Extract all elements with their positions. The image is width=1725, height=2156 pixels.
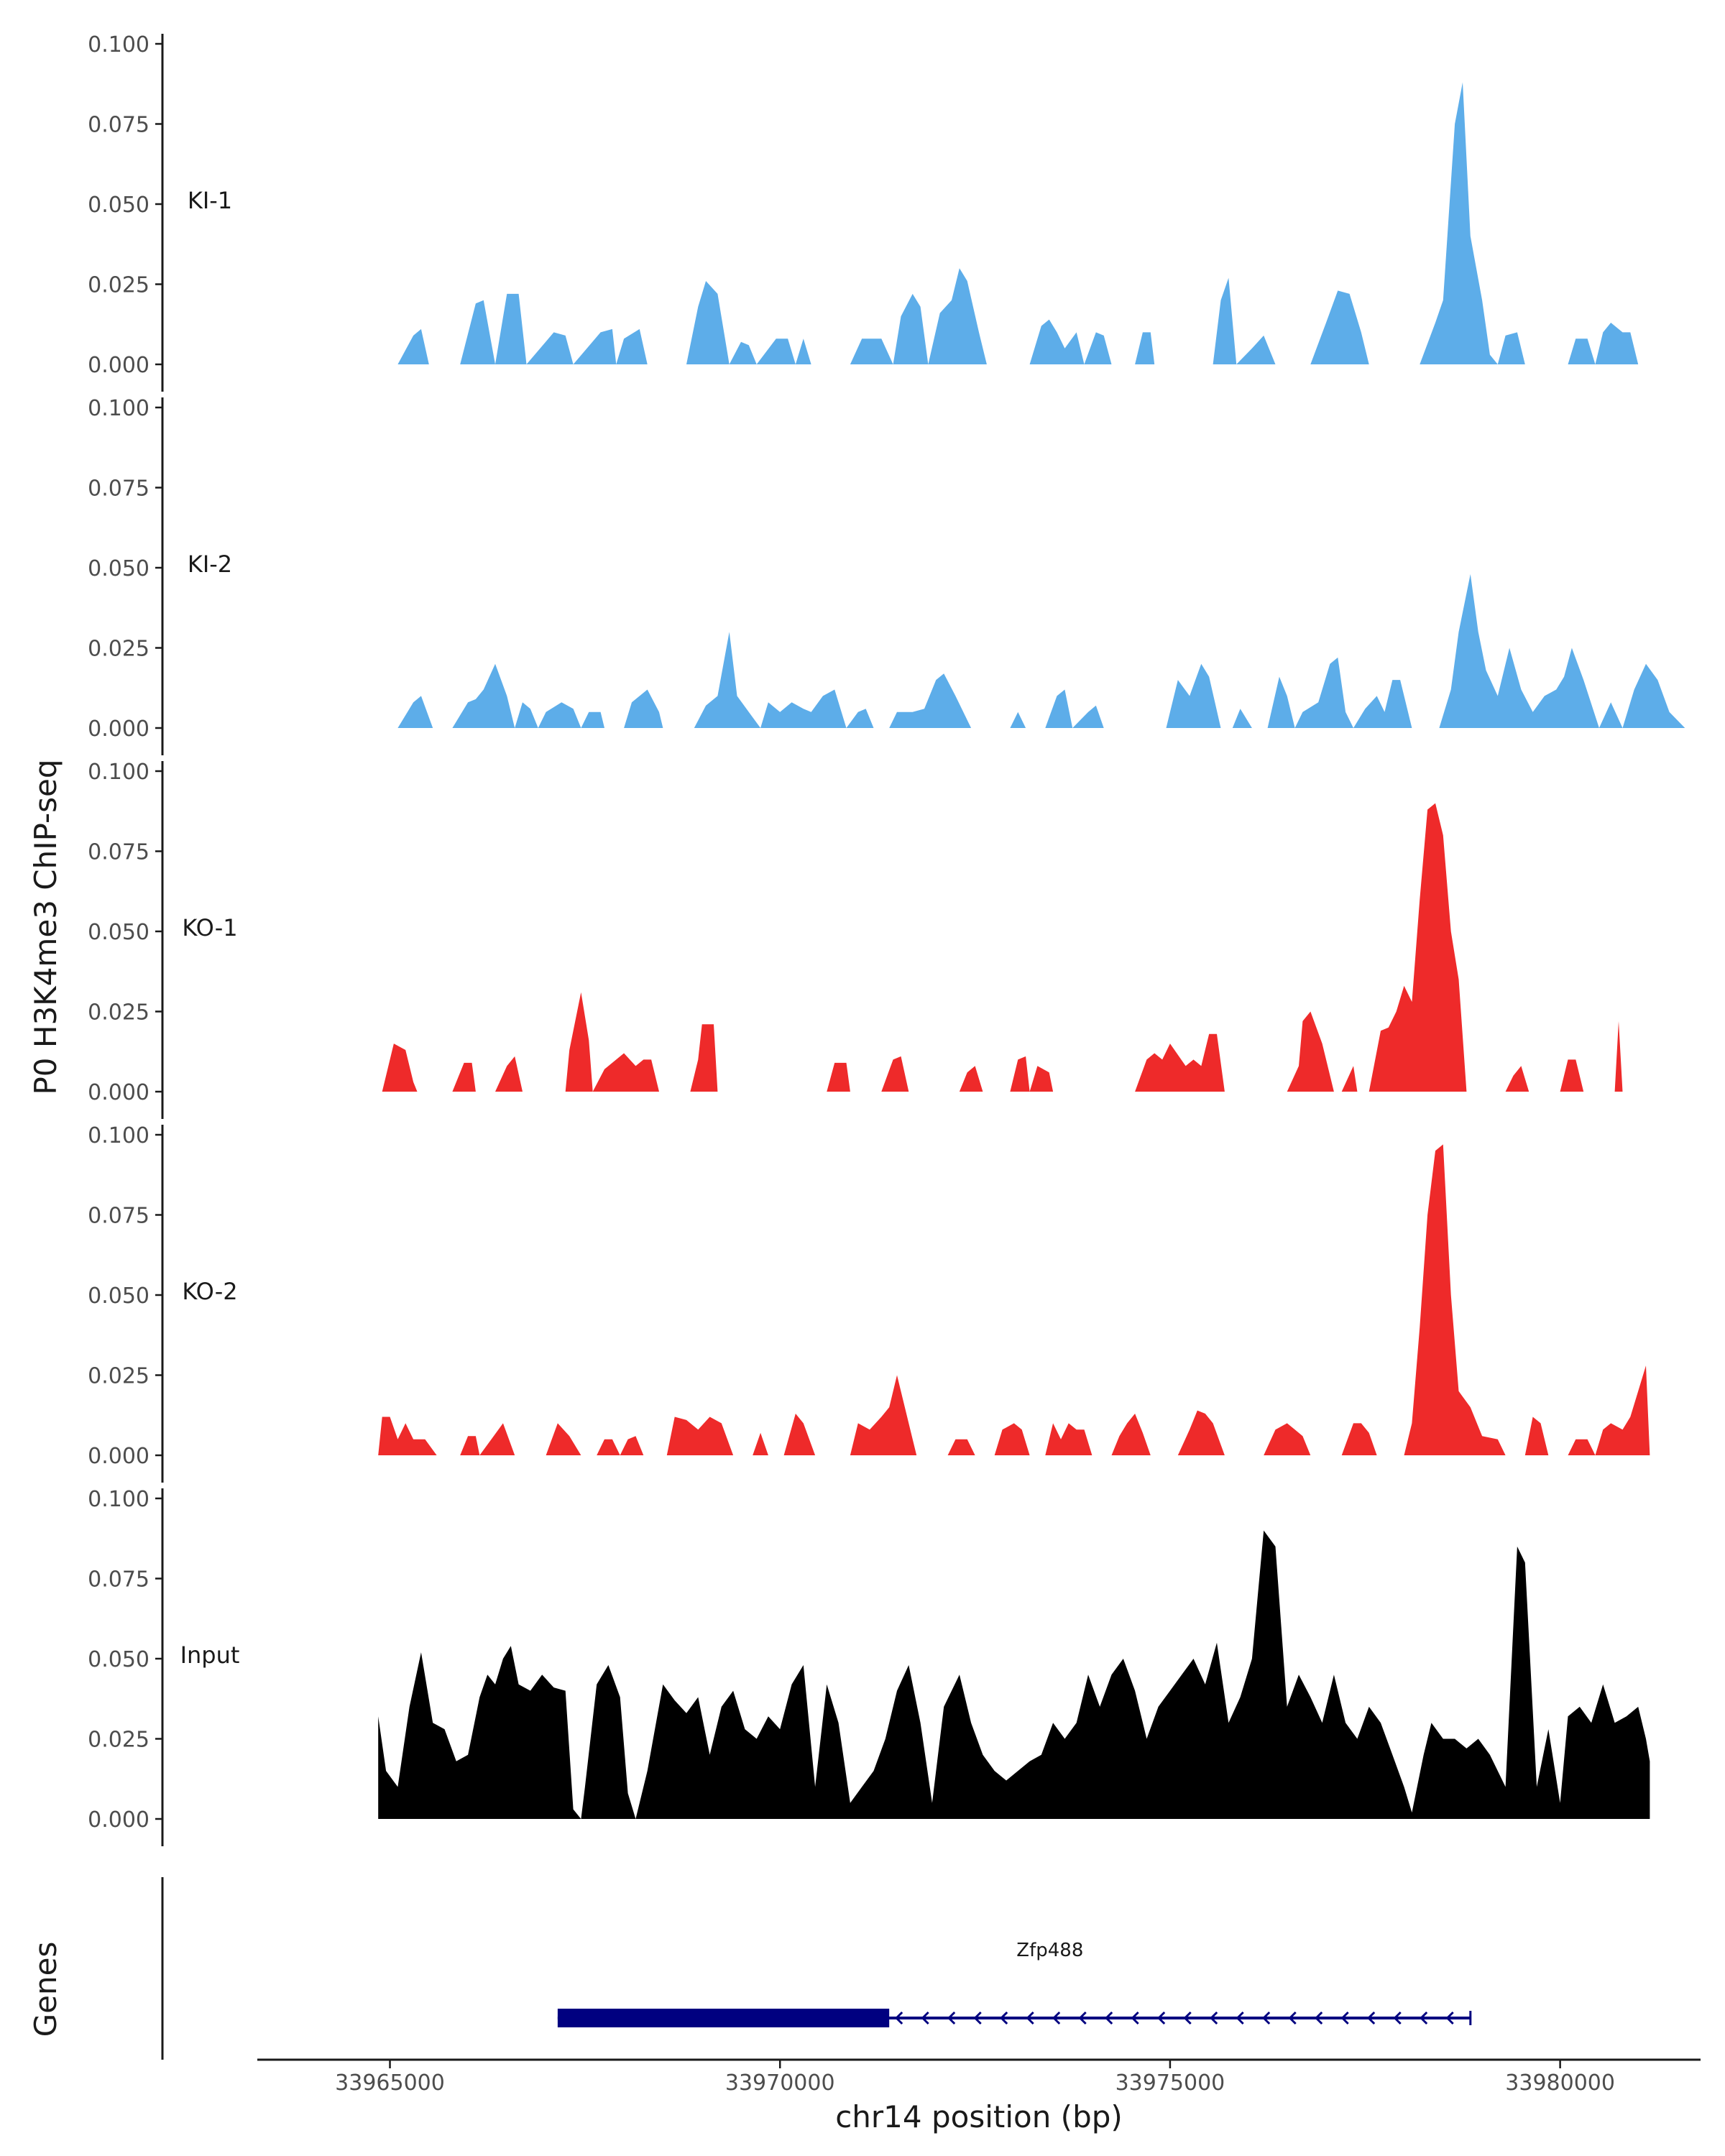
track-ko-1: 0.000 0.025 0.050 0.075 0.100 KO-1: [88, 760, 1623, 1119]
track-label: KO-2: [182, 1278, 237, 1305]
strand-arrow: [1000, 2011, 1008, 2025]
x-axis: chr14 position (bp) 33965000 33970000 3397…: [257, 2058, 1701, 2134]
strand-arrow: [973, 2011, 982, 2025]
y-tick-label: 0.025: [88, 1728, 150, 1753]
y-tick-label: 0.075: [88, 1567, 150, 1593]
signal-panels: 0.0000.0250.0500.0750.100KI-10.0000.0250…: [88, 32, 1685, 1846]
y-tick-label: 0.000: [88, 1807, 150, 1833]
x-tick-label: 33970000: [725, 2070, 835, 2096]
strand-arrow: [1131, 2011, 1139, 2025]
y-tick-label: 0.000: [88, 353, 150, 378]
y-tick-label: 0.025: [88, 273, 150, 298]
y-tick-label: 0.075: [88, 476, 150, 502]
strand-arrow: [921, 2011, 929, 2025]
strand-arrow: [1210, 2011, 1218, 2025]
signal-area-input: [378, 1530, 1650, 1819]
y-tick-label: 0.100: [88, 32, 150, 57]
track-label: KI-2: [188, 550, 232, 578]
signal-area-ko-2: [378, 1144, 1650, 1455]
y-tick-label: 0.000: [88, 717, 150, 742]
y-tick-label: 0.075: [88, 840, 150, 865]
x-tick-label: 33980000: [1505, 2070, 1615, 2096]
strand-arrow: [1026, 2011, 1034, 2025]
track-label: KI-1: [188, 187, 232, 214]
strand-arrow: [1183, 2011, 1192, 2025]
strand-arrow: [947, 2011, 956, 2025]
strand-arrow: [1262, 2011, 1271, 2025]
y-tick-label: 0.050: [88, 1284, 150, 1309]
track-ki-1: 0.000 0.025 0.050 0.075 0.100 KI-1: [88, 32, 1639, 392]
y-tick-label: 0.100: [88, 1487, 150, 1512]
y-tick-label: 0.025: [88, 637, 150, 662]
strand-arrow: [1445, 2011, 1454, 2025]
strand-arrow: [1420, 2011, 1428, 2025]
strand-arrow: [895, 2011, 903, 2025]
y-tick-label: 0.000: [88, 1080, 150, 1105]
strand-arrow: [1288, 2011, 1297, 2025]
genes-track: Genes Zfp488: [28, 1877, 1472, 2060]
gene-name-label: Zfp488: [1016, 1940, 1083, 1961]
y-tick-label: 0.100: [88, 396, 150, 421]
y-tick-label: 0.025: [88, 1000, 150, 1026]
strand-arrow: [1315, 2011, 1323, 2025]
signal-area-ki-1: [397, 82, 1639, 364]
y-tick-label: 0.000: [88, 1444, 150, 1469]
genes-track-title: Genes: [28, 1942, 63, 2037]
y-axis-title: P0 H3K4me3 ChIP-seq: [28, 759, 63, 1095]
y-tick-label: 0.075: [88, 1204, 150, 1229]
signal-area-ko-1: [382, 803, 1623, 1092]
y-tick-label: 0.075: [88, 113, 150, 138]
y-tick-label: 0.050: [88, 193, 150, 218]
y-tick-label: 0.050: [88, 556, 150, 581]
strand-arrow: [1236, 2011, 1244, 2025]
y-tick-label: 0.050: [88, 1647, 150, 1672]
strand-arrow: [1078, 2011, 1087, 2025]
strand-arrow: [1340, 2011, 1349, 2025]
x-tick-label: 33965000: [335, 2070, 445, 2096]
strand-arrow: [1157, 2011, 1166, 2025]
track-input: 0.000 0.025 0.050 0.075 0.100 Input: [88, 1487, 1650, 1846]
strand-arrow: [1105, 2011, 1113, 2025]
track-label: KO-1: [182, 914, 237, 941]
y-tick-label: 0.100: [88, 760, 150, 785]
x-axis-title: chr14 position (bp): [835, 2099, 1123, 2134]
signal-area-ki-2: [397, 573, 1685, 728]
track-label: Input: [180, 1641, 240, 1669]
y-tick-label: 0.100: [88, 1123, 150, 1148]
x-tick-label: 33975000: [1116, 2070, 1225, 2096]
y-tick-label: 0.025: [88, 1364, 150, 1389]
strand-arrow: [1052, 2011, 1061, 2025]
strand-arrow: [1393, 2011, 1402, 2025]
track-ko-2: 0.000 0.025 0.050 0.075 0.100 KO-2: [88, 1123, 1650, 1483]
track-ki-2: 0.000 0.025 0.050 0.075 0.100 KI-2: [88, 396, 1685, 755]
y-tick-label: 0.050: [88, 920, 150, 945]
strand-arrow: [1367, 2011, 1376, 2025]
gene-exon-block: [557, 2009, 890, 2027]
